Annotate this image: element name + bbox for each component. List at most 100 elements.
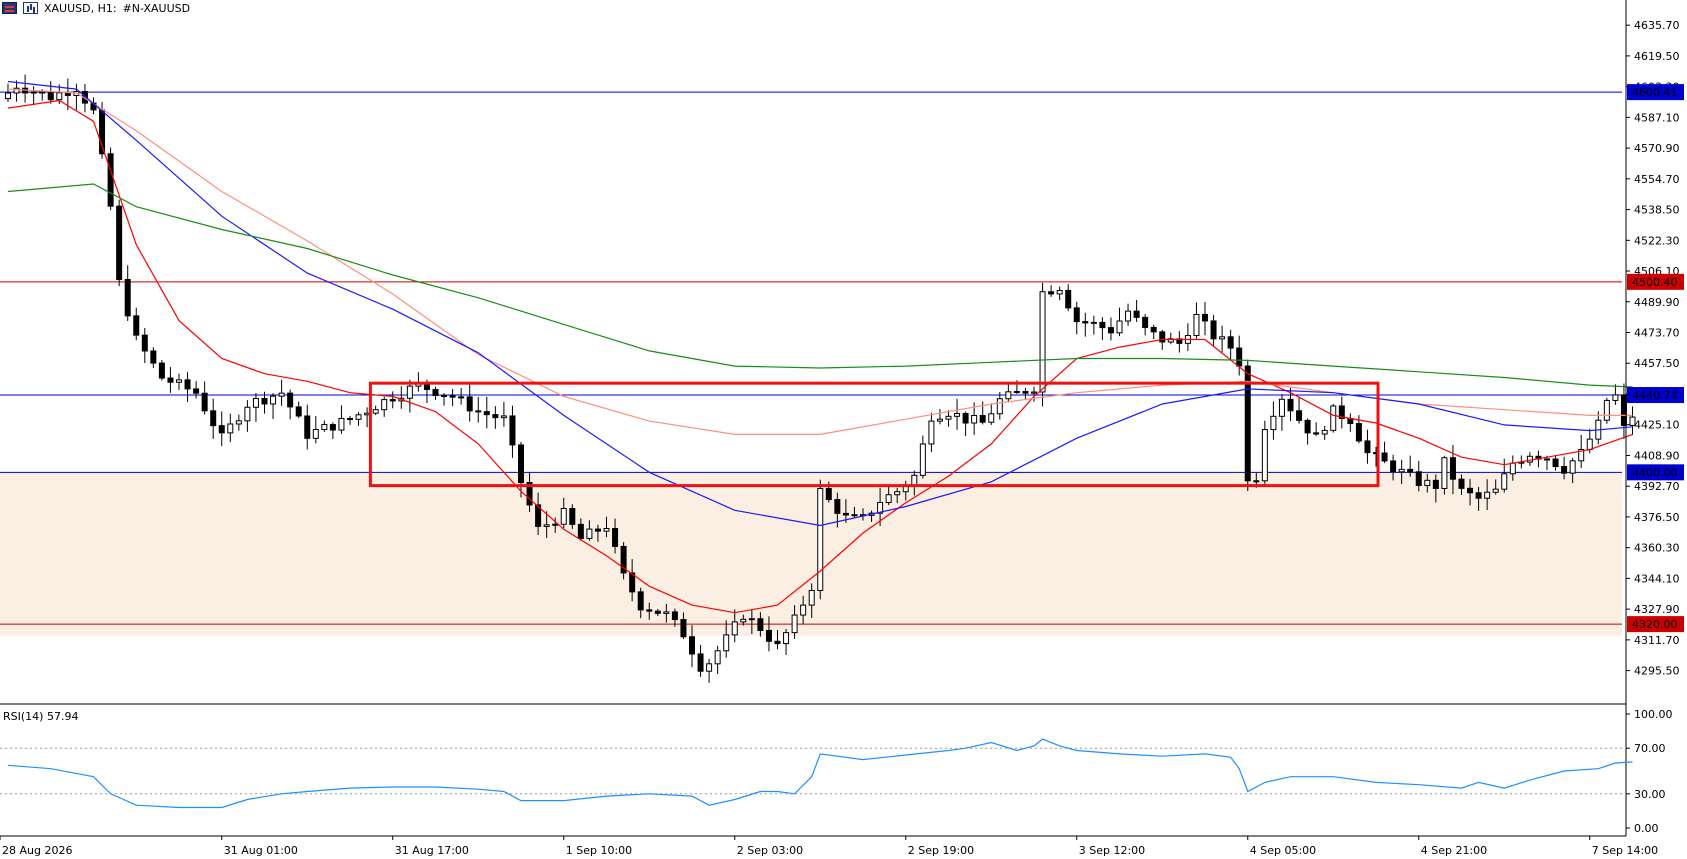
- candle-body: [535, 504, 542, 527]
- rsi-tick-label: 0.00: [1634, 822, 1659, 835]
- candle-body: [1065, 289, 1072, 309]
- candle-body: [1407, 468, 1414, 473]
- candle-body: [193, 388, 200, 394]
- candle-body: [372, 409, 379, 414]
- candle-body: [1415, 471, 1422, 487]
- time-tick-label: 7 Sep 14:00: [1592, 844, 1658, 857]
- candle-body: [99, 109, 106, 155]
- symbol-description: #N-XAUUSD: [122, 1, 191, 15]
- symbol-flag-icon[interactable]: [2, 2, 17, 14]
- candle-body: [885, 494, 892, 504]
- candle-body: [1133, 310, 1140, 318]
- level-price-tag[interactable]: [1627, 84, 1684, 101]
- time-tick-label: 31 Aug 17:00: [395, 844, 469, 857]
- candle-body: [603, 527, 610, 532]
- price-tick-label: 4295.50: [1634, 665, 1680, 678]
- candle-body: [928, 420, 935, 445]
- rsi-tick-label: 70.00: [1634, 742, 1666, 755]
- candle-body: [312, 429, 319, 439]
- candle-body: [1287, 398, 1294, 412]
- candle-body: [646, 609, 653, 612]
- candle-body: [1176, 338, 1183, 344]
- level-price-tag[interactable]: [1627, 464, 1684, 481]
- candle-body: [167, 377, 174, 383]
- price-tick-label: 4344.10: [1634, 572, 1680, 585]
- time-tick-label: 2 Sep 03:00: [737, 844, 803, 857]
- level-price-label: 4600.41: [1632, 86, 1678, 99]
- time-tick-label: 31 Aug 01:00: [224, 844, 298, 857]
- candle-body: [1398, 468, 1405, 473]
- candle-body: [1603, 399, 1610, 421]
- candle-body: [817, 488, 824, 591]
- candle-body: [1458, 478, 1465, 489]
- candle-body: [1484, 491, 1491, 499]
- time-tick-label: 4 Sep 05:00: [1250, 844, 1316, 857]
- candle-body: [1424, 479, 1431, 487]
- candle-body: [748, 618, 755, 621]
- price-tick-label: 4489.90: [1634, 296, 1680, 309]
- candle-body: [449, 395, 456, 398]
- price-tick-label: 4538.50: [1634, 204, 1680, 217]
- candle-body: [133, 315, 140, 336]
- candle-body: [1475, 492, 1482, 499]
- candle-body: [295, 406, 302, 417]
- candle-body: [1501, 473, 1508, 490]
- candle-body: [1082, 321, 1089, 324]
- support-zone: [0, 472, 1622, 636]
- candle-body: [1278, 398, 1285, 417]
- candle-body: [30, 91, 37, 94]
- chart-type-icon[interactable]: [23, 2, 38, 14]
- candle-body: [475, 410, 482, 413]
- candle-body: [1219, 336, 1226, 340]
- candle-body: [252, 397, 259, 408]
- candle-body: [64, 92, 71, 96]
- candle-body: [706, 663, 713, 672]
- level-price-label: 4440.74: [1632, 389, 1678, 402]
- candle-body: [637, 591, 644, 611]
- range-box[interactable]: [368, 381, 1380, 488]
- candle-body: [492, 414, 499, 419]
- rsi-tick-label: 100.00: [1634, 708, 1673, 721]
- candle-body: [1321, 429, 1328, 435]
- candle-body: [1107, 327, 1114, 334]
- candle-body: [47, 91, 54, 101]
- candle-body: [945, 415, 952, 420]
- candle-body: [979, 414, 986, 423]
- candle-body: [483, 411, 490, 416]
- candle-body: [552, 523, 559, 526]
- candle-body: [1629, 416, 1636, 426]
- candle-body: [150, 350, 157, 364]
- level-price-tag[interactable]: [1627, 387, 1684, 404]
- rsi-line: [7, 738, 1633, 809]
- candle-body: [671, 611, 678, 621]
- candle-body: [919, 443, 926, 476]
- candle-body: [1552, 458, 1559, 468]
- candle-body: [1099, 321, 1106, 329]
- candle-body: [1569, 460, 1576, 474]
- candle-body: [158, 362, 165, 379]
- time-tick-label: 4 Sep 21:00: [1421, 844, 1487, 857]
- candle-body: [1193, 313, 1200, 337]
- candle-body: [1048, 291, 1055, 295]
- level-price-label: 4400.00: [1632, 466, 1678, 479]
- candle-body: [1090, 321, 1097, 324]
- candle-body: [278, 392, 285, 397]
- level-price-tag[interactable]: [1627, 273, 1684, 290]
- candle-body: [791, 614, 798, 634]
- level-price-label: 4320.00: [1632, 618, 1678, 631]
- candle-body: [1270, 415, 1277, 431]
- candle-body: [774, 640, 781, 645]
- candle-body: [338, 417, 345, 431]
- candle-body: [1467, 487, 1474, 494]
- candle-body: [1073, 307, 1080, 323]
- candle-body: [1125, 310, 1132, 322]
- candle-body: [1227, 336, 1234, 349]
- level-price-tag[interactable]: [1627, 616, 1684, 633]
- candle-body: [569, 507, 576, 525]
- level-price-label: 4500.40: [1632, 276, 1678, 289]
- candle-body: [800, 604, 807, 616]
- candle-body: [107, 153, 114, 207]
- candle-body: [500, 415, 507, 419]
- candle-body: [962, 412, 969, 424]
